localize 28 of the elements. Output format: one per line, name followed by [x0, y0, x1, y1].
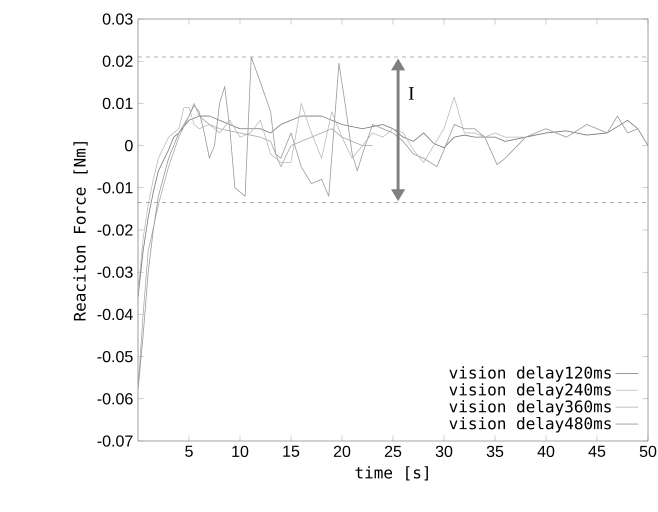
x-tick-label: 25 — [384, 446, 402, 458]
y-tick-label: -0.07 — [98, 435, 132, 447]
x-tick-label: 20 — [334, 446, 350, 458]
x-tick-label: 35 — [486, 446, 504, 458]
x-axis-title: time [s] — [355, 466, 428, 480]
y-tick-label: 0 — [125, 140, 133, 152]
y-tick-label: 0.01 — [102, 98, 133, 110]
y-axis-title: Reaciton Force [Nm] — [73, 142, 88, 320]
x-tick-label: 5 — [185, 446, 193, 457]
legend-label: vision delay360ms — [449, 400, 611, 416]
x-tick-label: 10 — [232, 446, 248, 458]
annotation: I — [408, 87, 414, 100]
legend-label: vision delay240ms — [449, 383, 611, 399]
y-tick-label: -0.04 — [98, 308, 133, 320]
y-tick-label: 0.03 — [102, 13, 133, 25]
x-tick-label: 30 — [436, 446, 452, 458]
y-tick-label: -0.06 — [98, 393, 133, 404]
x-tick-label: 50 — [640, 446, 656, 458]
y-tick-label: -0.05 — [98, 350, 133, 362]
x-tick-label: 45 — [588, 446, 606, 457]
y-tick-label: 0.02 — [102, 56, 132, 67]
x-tick-label: 40 — [537, 446, 554, 458]
y-tick-label: -0.03 — [98, 266, 133, 278]
legend-label: vision delay480ms — [449, 416, 611, 433]
legend-label: vision delay120ms — [449, 366, 611, 382]
y-tick-label: -0.02 — [98, 224, 132, 236]
x-tick-label: 15 — [283, 446, 300, 457]
y-tick-label: -0.01 — [98, 182, 132, 194]
